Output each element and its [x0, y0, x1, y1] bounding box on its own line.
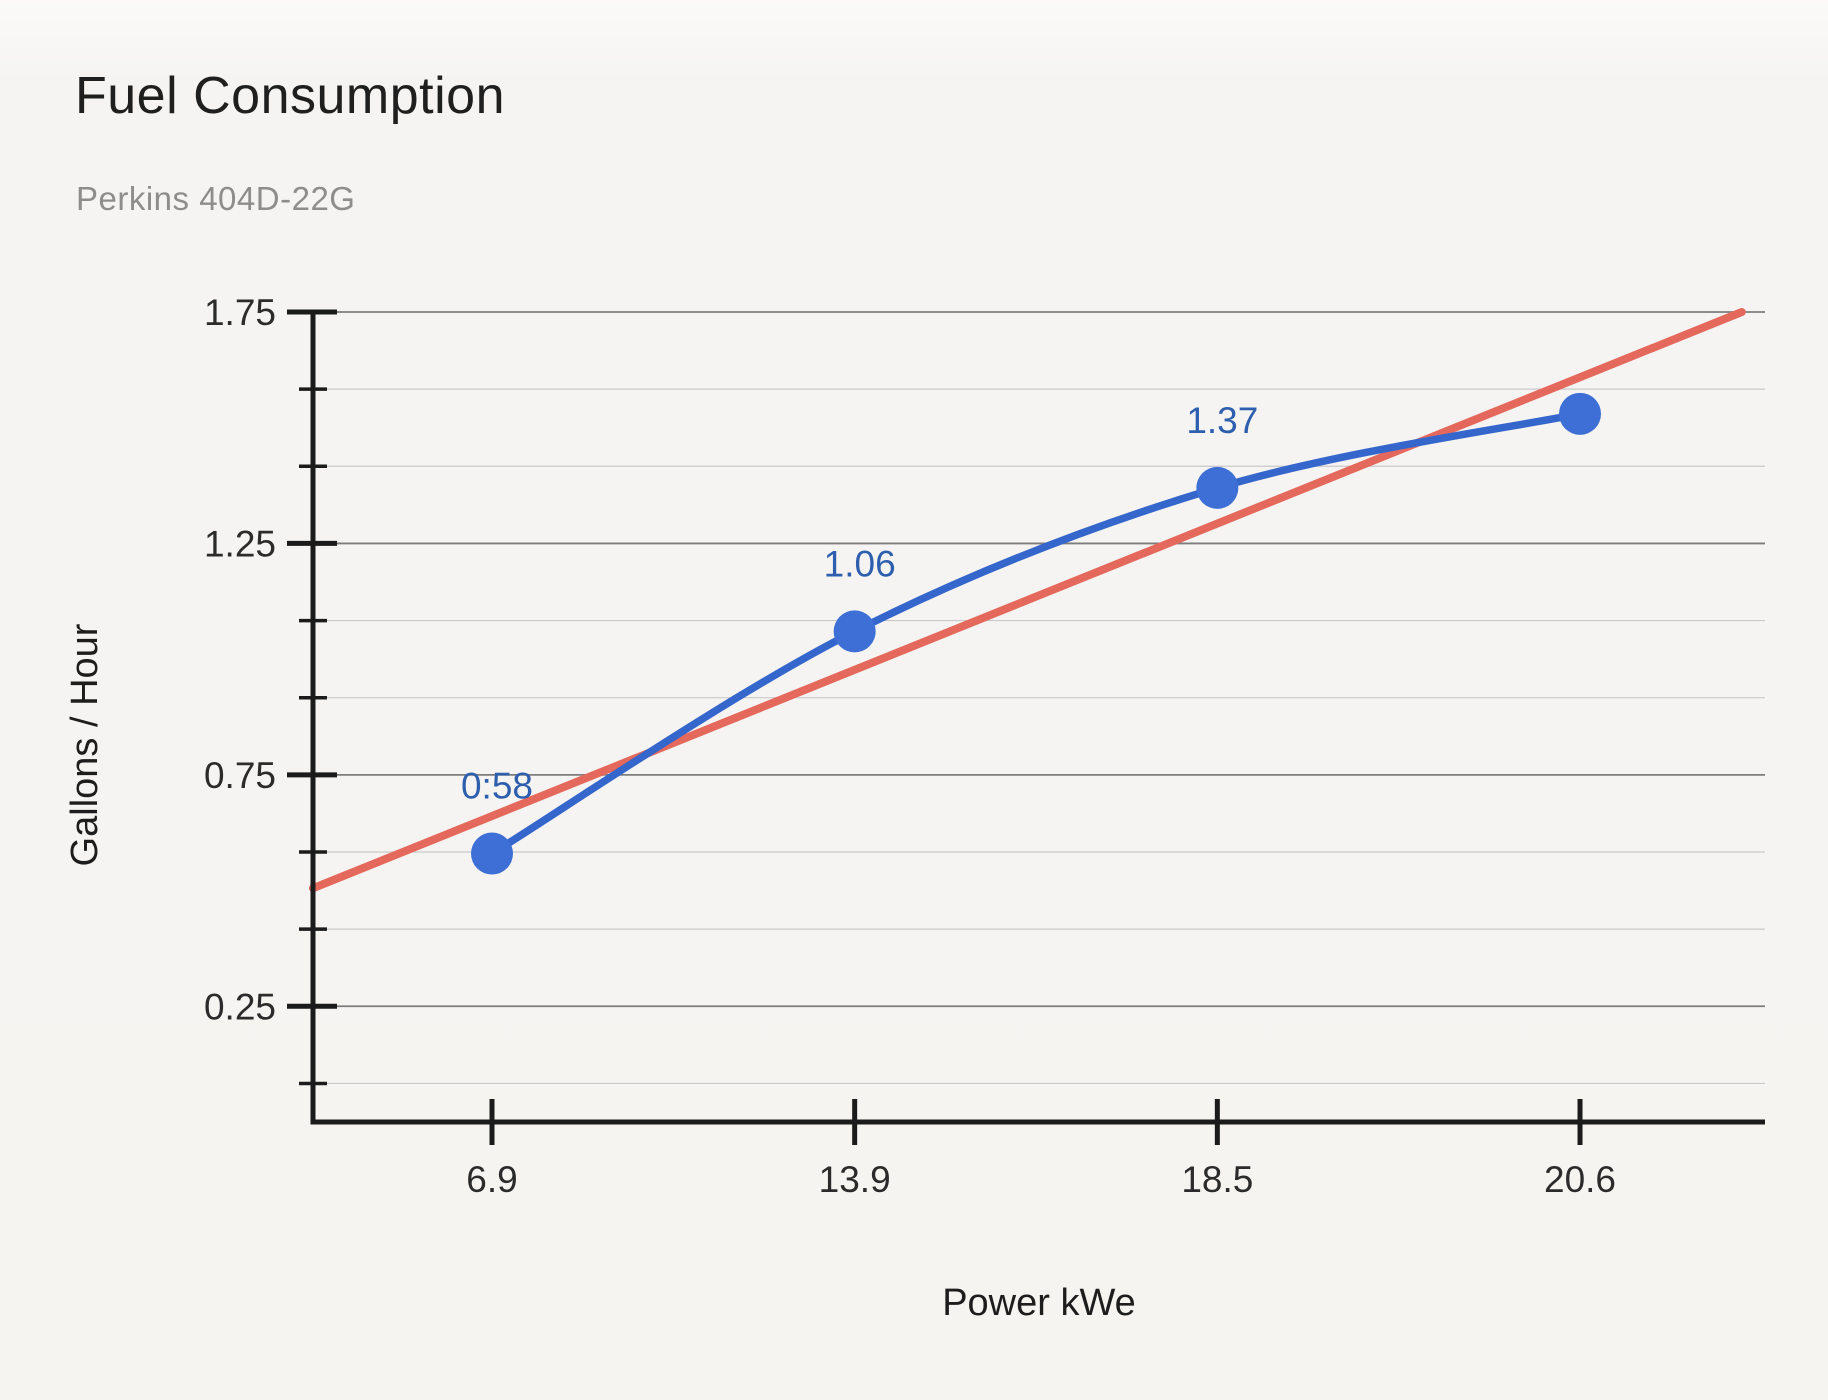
data-point-label: 1.06 [824, 543, 896, 584]
y-tick-label: 1.25 [204, 523, 276, 564]
chart-title: Fuel Consumption [75, 67, 505, 125]
data-point [833, 610, 876, 653]
x-axis-title: Power kWe [942, 1282, 1136, 1324]
data-point [471, 832, 513, 875]
x-tick-label: 13.9 [819, 1159, 891, 1200]
data-point-label: 0:58 [461, 766, 533, 807]
y-tick-label: 0.75 [204, 755, 276, 796]
data-point-label: 1.37 [1186, 400, 1258, 441]
y-tick-label: 1.75 [204, 292, 276, 333]
trendline [309, 308, 1746, 893]
data-point [1559, 392, 1602, 435]
x-tick-label: 20.6 [1544, 1159, 1616, 1200]
x-tick-label: 18.5 [1181, 1159, 1253, 1200]
chart-subtitle: Perkins 404D-22G [76, 180, 356, 217]
series-line [488, 410, 1584, 858]
data-point [1196, 466, 1239, 509]
x-tick-label: 6.9 [466, 1159, 517, 1200]
y-axis-title: Gallons / Hour [64, 623, 106, 866]
y-tick-label: 0.25 [204, 986, 276, 1027]
